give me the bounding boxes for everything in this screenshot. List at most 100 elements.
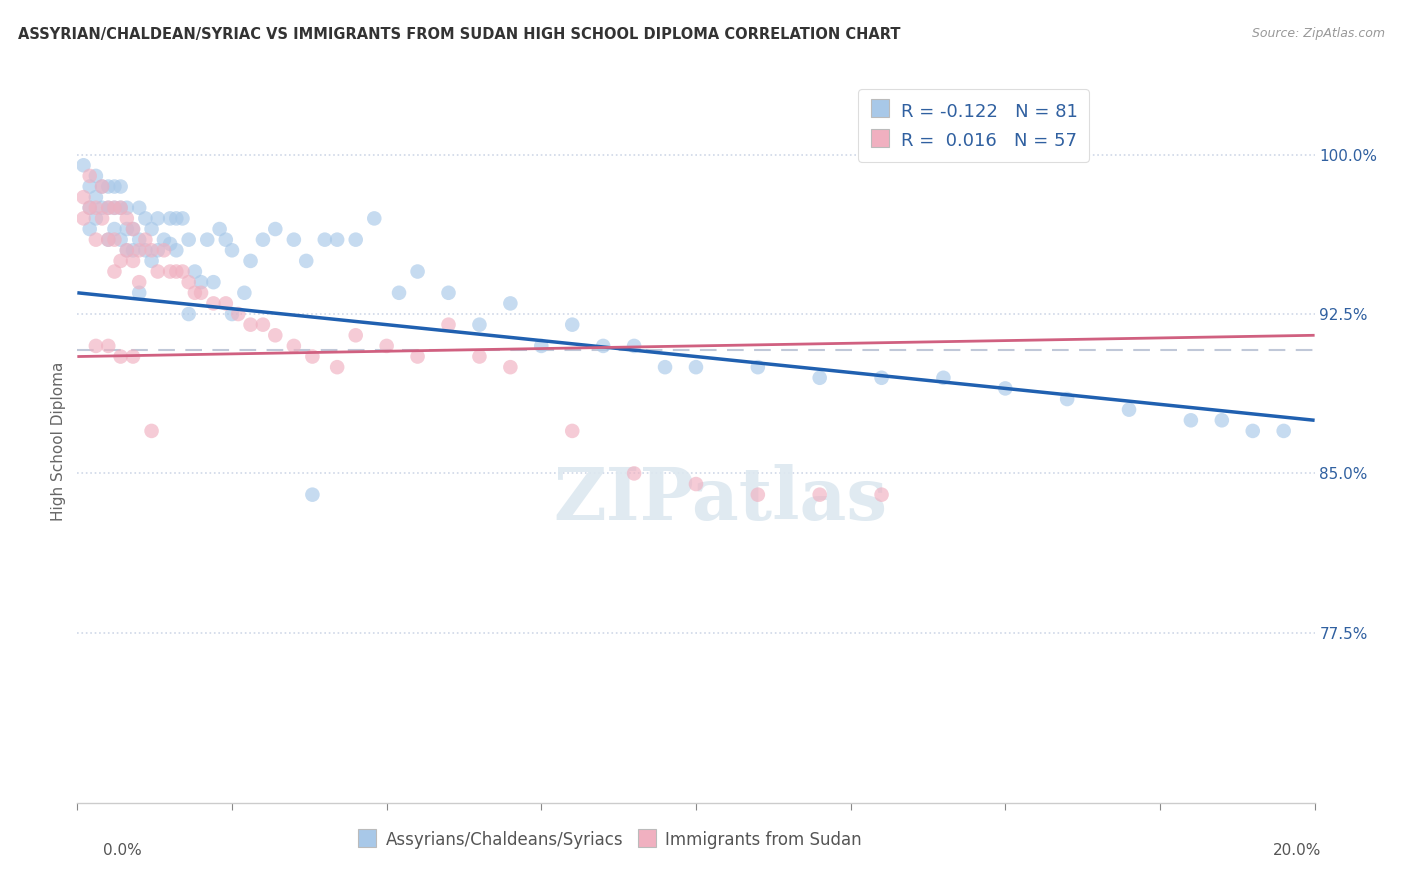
Point: [84, 169, 107, 183]
Point: [685, 360, 707, 375]
Point: [103, 233, 125, 247]
Text: 20.0%: 20.0%: [1274, 843, 1322, 858]
Point: [301, 488, 323, 502]
Point: [91, 179, 114, 194]
Point: [388, 285, 411, 300]
Point: [72, 158, 94, 172]
Point: [184, 285, 207, 300]
Point: [623, 339, 645, 353]
Point: [97, 201, 120, 215]
Point: [1180, 413, 1202, 427]
Point: [97, 233, 120, 247]
Point: [870, 371, 893, 385]
Point: [654, 360, 676, 375]
Point: [172, 211, 194, 226]
Point: [115, 211, 138, 226]
Point: [115, 244, 138, 258]
Point: [363, 211, 385, 226]
Point: [314, 233, 336, 247]
Point: [72, 190, 94, 204]
Point: [215, 233, 238, 247]
Point: [110, 350, 132, 364]
Point: [103, 222, 125, 236]
Point: [1272, 424, 1295, 438]
Point: [84, 201, 107, 215]
Point: [134, 211, 156, 226]
Point: [747, 488, 769, 502]
Point: [239, 253, 262, 268]
Point: [79, 179, 101, 194]
Point: [177, 307, 200, 321]
Point: [1056, 392, 1078, 406]
Point: [165, 264, 187, 278]
Point: [146, 244, 169, 258]
Point: [623, 467, 645, 481]
Point: [110, 233, 132, 247]
Point: [561, 318, 583, 332]
Point: [344, 233, 367, 247]
Point: [153, 233, 176, 247]
Point: [252, 233, 274, 247]
Point: [301, 350, 323, 364]
Point: [375, 339, 398, 353]
Point: [747, 360, 769, 375]
Point: [122, 253, 145, 268]
Point: [110, 201, 132, 215]
Point: [685, 477, 707, 491]
Point: [499, 296, 522, 310]
Point: [79, 201, 101, 215]
Point: [208, 222, 231, 236]
Point: [932, 371, 955, 385]
Point: [153, 244, 176, 258]
Point: [103, 264, 125, 278]
Point: [159, 264, 181, 278]
Point: [808, 371, 831, 385]
Point: [437, 318, 460, 332]
Point: [72, 211, 94, 226]
Text: Source: ZipAtlas.com: Source: ZipAtlas.com: [1251, 27, 1385, 40]
Point: [592, 339, 614, 353]
Point: [202, 275, 225, 289]
Point: [134, 233, 156, 247]
Point: [221, 244, 243, 258]
Point: [1118, 402, 1140, 417]
Point: [221, 307, 243, 321]
Point: [172, 264, 194, 278]
Point: [84, 211, 107, 226]
Point: [103, 201, 125, 215]
Point: [530, 339, 553, 353]
Point: [195, 233, 218, 247]
Point: [499, 360, 522, 375]
Point: [264, 328, 287, 343]
Point: [159, 211, 181, 226]
Point: [468, 350, 491, 364]
Point: [91, 179, 114, 194]
Point: [561, 424, 583, 438]
Point: [344, 328, 367, 343]
Point: [283, 233, 305, 247]
Point: [141, 424, 163, 438]
Point: [128, 233, 150, 247]
Point: [122, 244, 145, 258]
Point: [110, 179, 132, 194]
Point: [115, 201, 138, 215]
Point: [165, 244, 187, 258]
Point: [146, 264, 169, 278]
Point: [233, 285, 256, 300]
Y-axis label: High School Diploma: High School Diploma: [51, 362, 66, 521]
Point: [128, 244, 150, 258]
Point: [437, 285, 460, 300]
Point: [79, 169, 101, 183]
Point: [165, 211, 187, 226]
Point: [128, 275, 150, 289]
Point: [1211, 413, 1233, 427]
Point: [252, 318, 274, 332]
Point: [110, 253, 132, 268]
Point: [159, 236, 181, 251]
Point: [134, 244, 156, 258]
Point: [122, 350, 145, 364]
Point: [122, 222, 145, 236]
Point: [202, 296, 225, 310]
Point: [239, 318, 262, 332]
Point: [97, 233, 120, 247]
